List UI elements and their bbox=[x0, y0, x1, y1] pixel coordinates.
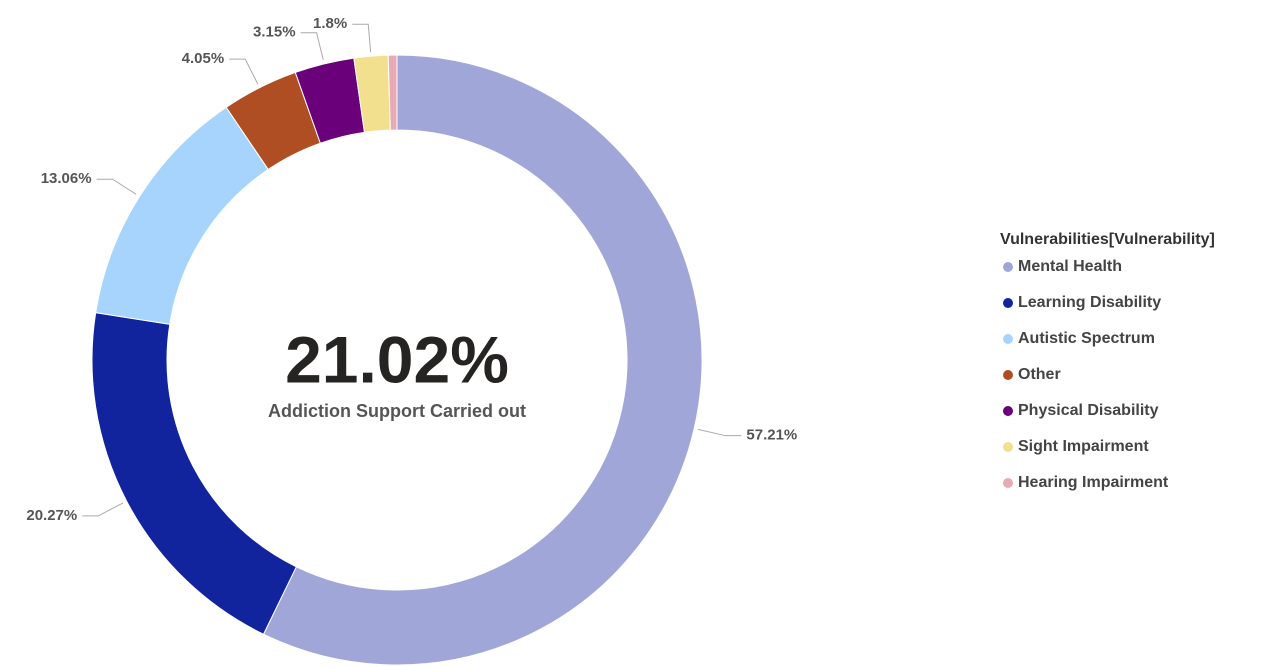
leader-line bbox=[229, 58, 259, 85]
donut-slice bbox=[95, 106, 269, 325]
legend-marker bbox=[1003, 262, 1013, 272]
legend-marker bbox=[1003, 298, 1013, 308]
legend-marker bbox=[1003, 406, 1013, 416]
data-label: 4.05% bbox=[182, 50, 225, 67]
legend-label: Learning Disability bbox=[1018, 294, 1161, 311]
data-label: 13.06% bbox=[41, 170, 92, 187]
legend-marker bbox=[1003, 370, 1013, 380]
legend-marker bbox=[1003, 442, 1013, 452]
leader-line bbox=[300, 32, 324, 61]
leader-line bbox=[82, 502, 124, 517]
legend-label: Other bbox=[1018, 366, 1061, 383]
leader-line bbox=[697, 428, 742, 437]
legend-marker bbox=[1003, 478, 1013, 488]
data-label: 57.21% bbox=[746, 427, 797, 444]
center-label: Addiction Support Carried out bbox=[268, 401, 526, 421]
donut-slice bbox=[91, 312, 298, 635]
legend-label: Mental Health bbox=[1018, 258, 1122, 275]
center-value: 21.02% bbox=[285, 322, 509, 396]
leader-line bbox=[96, 178, 137, 195]
donut-slice bbox=[262, 54, 703, 666]
legend-label: Hearing Impairment bbox=[1018, 474, 1169, 491]
legend-title: Vulnerabilities[Vulnerability] bbox=[1000, 231, 1215, 248]
legend-label: Sight Impairment bbox=[1018, 438, 1149, 455]
legend-label: Physical Disability bbox=[1018, 402, 1159, 419]
data-label: 1.8% bbox=[313, 15, 347, 32]
leader-line bbox=[352, 23, 372, 53]
legend-label: Autistic Spectrum bbox=[1018, 330, 1155, 347]
legend-marker bbox=[1003, 334, 1013, 344]
data-label: 20.27% bbox=[26, 507, 77, 524]
donut-slice bbox=[387, 54, 398, 131]
data-label: 3.15% bbox=[253, 24, 296, 41]
